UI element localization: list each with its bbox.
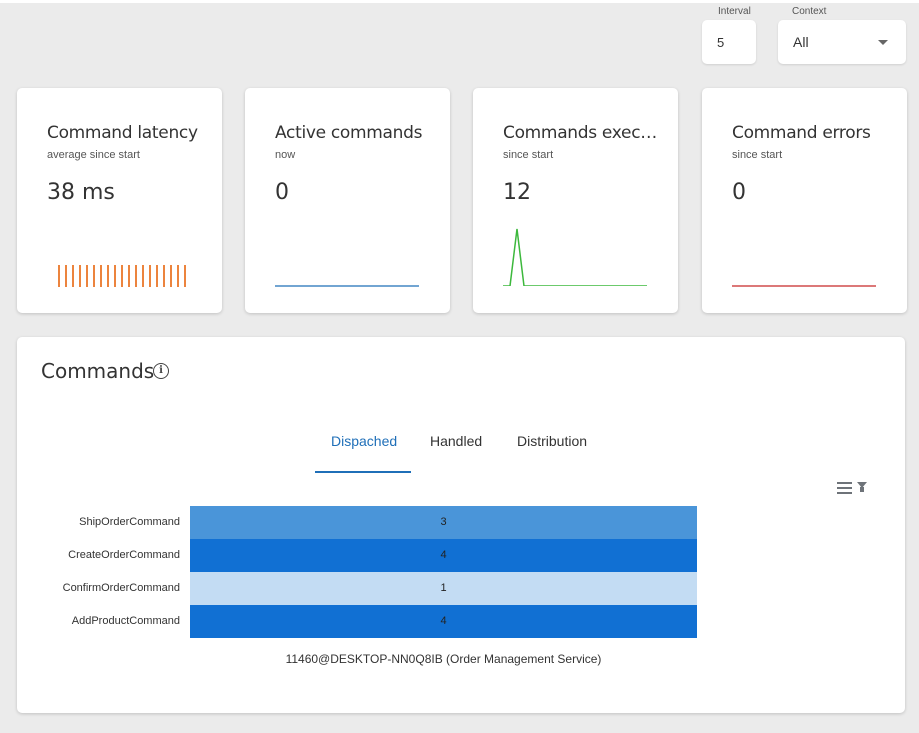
x-axis-label: 11460@DESKTOP-NN0Q8IB (Order Management … (285, 652, 602, 666)
tab-dispached[interactable]: Dispached (331, 433, 398, 449)
card-subtitle: now (275, 149, 296, 161)
interval-field[interactable]: Interval 5 (702, 6, 756, 64)
panel-title: Commands (41, 359, 155, 383)
commands-panel: Commands i Dispached Handled Distributio… (17, 337, 905, 713)
executed-sparkline (503, 228, 647, 286)
errors-sparkline (732, 285, 876, 287)
card-value: 38 ms (47, 180, 115, 205)
card-value: 0 (732, 180, 746, 205)
card-title: Commands exec… (503, 123, 657, 143)
card-command-errors: Command errors since start 0 (702, 88, 907, 313)
bar-value-label: 1 (440, 582, 447, 594)
active-tab-indicator (315, 471, 411, 473)
card-command-latency: Command latency average since start 38 m… (17, 88, 222, 313)
bar-value-label: 3 (440, 516, 447, 528)
card-commands-executed: Commands exec… since start 12 (473, 88, 678, 313)
bar[interactable]: 3 (190, 506, 697, 539)
context-select[interactable]: Context All (778, 6, 906, 64)
filter-icon[interactable] (857, 482, 867, 488)
card-subtitle: since start (503, 149, 554, 161)
card-value: 12 (503, 180, 531, 205)
tab-handled[interactable]: Handled (430, 433, 483, 449)
category-label: ConfirmOrderCommand (62, 582, 180, 594)
bar[interactable]: 1 (190, 572, 697, 605)
card-title: Command latency (47, 123, 198, 143)
card-value: 0 (275, 180, 289, 205)
chevron-down-icon[interactable] (878, 40, 888, 45)
menu-icon[interactable] (837, 482, 852, 497)
card-active-commands: Active commands now 0 (245, 88, 450, 313)
dashboard-page: Interval 5 Context All Command latency a… (0, 3, 919, 733)
context-value: All (793, 34, 809, 50)
bar-value-label: 4 (440, 549, 447, 561)
bar[interactable]: 4 (190, 605, 697, 638)
latency-sparkline (58, 265, 186, 287)
executed-line (503, 228, 647, 286)
info-icon[interactable]: i (153, 363, 169, 379)
card-subtitle: average since start (47, 149, 140, 161)
tab-distribution[interactable]: Distribution (517, 433, 588, 449)
card-title: Active commands (275, 123, 423, 143)
filter-icon-stem (860, 487, 864, 492)
category-label: AddProductCommand (71, 615, 180, 627)
interval-label: Interval (718, 6, 751, 17)
bar-value-label: 4 (440, 615, 447, 627)
category-label: ShipOrderCommand (79, 516, 180, 528)
category-label: CreateOrderCommand (68, 549, 180, 561)
interval-input[interactable]: 5 (717, 35, 725, 50)
bar[interactable]: 4 (190, 539, 697, 572)
context-label: Context (792, 6, 827, 17)
card-title: Command errors (732, 123, 871, 143)
card-subtitle: since start (732, 149, 783, 161)
active-sparkline (275, 285, 419, 287)
